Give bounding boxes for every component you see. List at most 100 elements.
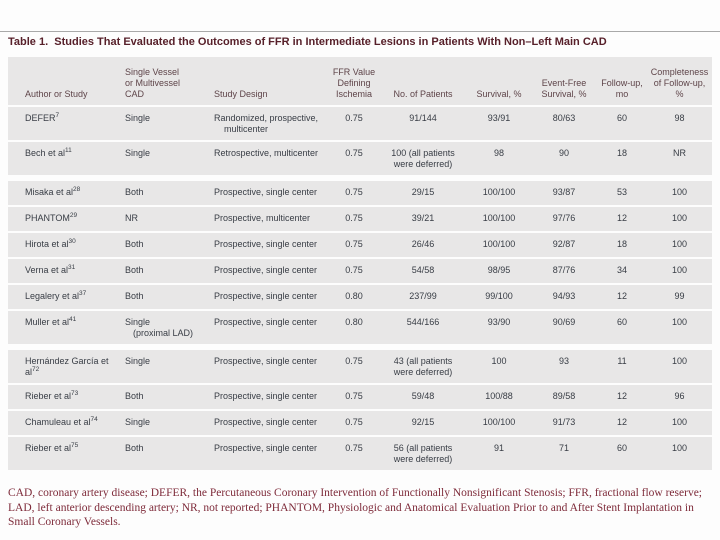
study-design-cell: Prospective, single center [214,417,318,427]
patients-cell: 92/15 [411,417,435,427]
followup-cell: 12 [616,213,627,223]
survival-cell: 100/88 [485,391,513,401]
event-free-survival-cell: 92/87 [552,239,576,249]
col-header-author: Author or Study [25,89,88,99]
study-design-cell: Prospective, single center [214,443,318,453]
cad-cell: Both [125,239,144,249]
followup-cell: 34 [616,265,627,275]
patients-cell: 237/99 [409,291,437,301]
table-row: Bech et al11 Single Retrospective, multi… [8,142,712,175]
table-row: Hernández García et al72 Single Prospect… [8,350,712,383]
col-header-completeness: Completeness of Follow-up, % [650,67,709,99]
author-name: Misaka et al [25,187,74,197]
completeness-cell: NR [673,148,686,158]
patients-cell: 54/58 [411,265,435,275]
ffr-value-cell: 0.75 [345,239,363,249]
table-row: Muller et al41 Single (proximal LAD) Pro… [8,311,712,344]
reference-superscript: 30 [68,238,76,245]
completeness-cell: 96 [674,391,685,401]
patients-cell: 56 (all patients were deferred) [393,443,453,464]
ffr-value-cell: 0.75 [345,443,363,453]
ffr-value-cell: 0.80 [345,317,363,327]
survival-cell: 93/90 [487,317,511,327]
reference-superscript: 11 [65,147,72,154]
event-free-survival-cell: 87/76 [552,265,576,275]
cad-cell: Both [125,187,144,197]
patients-cell: 26/46 [411,239,435,249]
ffr-value-cell: 0.75 [345,187,363,197]
followup-cell: 18 [616,239,627,249]
author-cell: DEFER7 [8,107,118,129]
table-header-row: Author or Study Single Vessel or Multive… [8,57,712,105]
author-cell: Hernández García et al72 [8,350,118,383]
study-design-cell: Prospective, single center [214,291,318,301]
col-header-event-free-survival: Event-Free Survival, % [541,78,587,99]
table-row: Chamuleau et al74 Single Prospective, si… [8,411,712,435]
reference-superscript: 7 [55,112,60,119]
completeness-cell: 100 [671,417,688,427]
event-free-survival-cell: 93/87 [552,187,576,197]
cad-cell: Both [125,291,144,301]
event-free-survival-cell: 89/58 [552,391,576,401]
completeness-cell: 98 [674,113,685,123]
author-name: Hernández García et al [25,356,109,377]
author-name: Hirota et al [25,239,69,249]
followup-cell: 12 [616,391,627,401]
author-name: Muller et al [25,317,70,327]
author-cell: Misaka et al28 [8,181,118,203]
table-row: Verna et al31 Both Prospective, single c… [8,259,712,283]
survival-cell: 99/100 [485,291,513,301]
patients-cell: 43 (all patients were deferred) [393,356,453,377]
study-design-cell: Prospective, single center [214,391,318,401]
completeness-cell: 99 [674,291,685,301]
completeness-cell: 100 [671,356,688,366]
survival-cell: 100/100 [482,187,516,197]
table-row: Legalery et al37 Both Prospective, singl… [8,285,712,309]
cad-cell: Single (proximal LAD) [125,317,194,338]
col-header-study-design: Study Design [214,89,268,99]
cad-cell: Single [125,148,151,158]
table-title: Table 1. Studies That Evaluated the Outc… [8,36,607,48]
ffr-value-cell: 0.75 [345,417,363,427]
col-header-patients: No. of Patients [393,89,453,99]
cad-cell: Both [125,443,144,453]
patients-cell: 100 (all patients were deferred) [391,148,455,169]
table-row: Hirota et al30 Both Prospective, single … [8,233,712,257]
study-design-cell: Prospective, single center [214,265,318,275]
reference-superscript: 31 [68,264,76,271]
author-name: Verna et al [25,265,69,275]
reference-superscript: 73 [71,390,79,397]
patients-cell: 91/144 [409,113,437,123]
table-row: PHANTOM29 NR Prospective, multicenter 0.… [8,207,712,231]
reference-superscript: 75 [71,442,79,449]
event-free-survival-cell: 80/63 [552,113,576,123]
col-header-survival: Survival, % [476,89,522,99]
event-free-survival-cell: 71 [558,443,569,453]
study-design-cell: Prospective, single center [214,356,318,366]
reference-superscript: 37 [79,290,87,297]
author-cell: Chamuleau et al74 [8,411,118,433]
reference-superscript: 74 [90,416,98,423]
author-cell: Verna et al31 [8,259,118,281]
event-free-survival-cell: 97/76 [552,213,576,223]
author-name: Legalery et al [25,291,80,301]
followup-cell: 11 [617,356,627,366]
table-row: DEFER7 Single Randomized, prospective, m… [8,107,712,140]
survival-cell: 100 [491,356,507,366]
study-design-cell: Randomized, prospective, multicenter [214,113,319,134]
table-row: Rieber et al73 Both Prospective, single … [8,385,712,409]
study-design-cell: Retrospective, multicenter [214,148,319,158]
col-header-ffr-value: FFR Value Defining Ischemia [332,67,376,99]
survival-cell: 100/100 [482,239,516,249]
completeness-cell: 100 [671,213,688,223]
author-name: Bech et al [25,148,66,158]
reference-superscript: 72 [32,366,40,373]
completeness-cell: 100 [671,239,688,249]
author-cell: Legalery et al37 [8,285,118,307]
table-body: DEFER7 Single Randomized, prospective, m… [8,107,712,470]
ffr-value-cell: 0.75 [345,148,363,158]
patients-cell: 544/166 [406,317,440,327]
followup-cell: 53 [616,187,627,197]
cad-cell: Single [125,417,151,427]
